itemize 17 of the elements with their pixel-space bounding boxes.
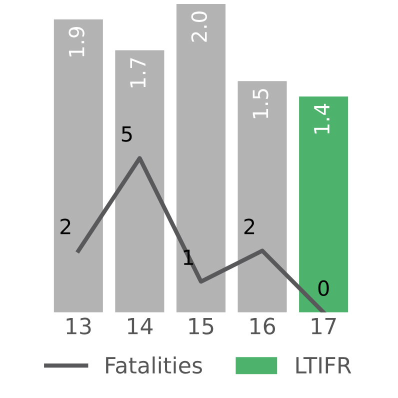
x-tick-label: 15	[189, 318, 214, 334]
data-label: 1.5	[252, 89, 268, 118]
data-label: 2.0	[191, 12, 208, 42]
data-label: 1.4	[314, 104, 330, 134]
data-label: 1.9	[68, 27, 84, 56]
x-tick-label: 13	[66, 318, 91, 334]
data-label: 2	[60, 218, 70, 234]
legend-label: Fatalities	[106, 356, 202, 374]
x-tick-label: 16	[250, 318, 276, 334]
legend-label: LTIFR	[296, 357, 352, 374]
data-label: 5	[122, 126, 132, 142]
x-tick-label: 14	[128, 318, 153, 334]
x-tick-label: 17	[312, 318, 336, 334]
data-label: 0	[318, 280, 329, 296]
data-label: 1.7	[130, 58, 146, 88]
data-label: 1	[184, 250, 193, 265]
data-label: 2	[244, 218, 254, 234]
